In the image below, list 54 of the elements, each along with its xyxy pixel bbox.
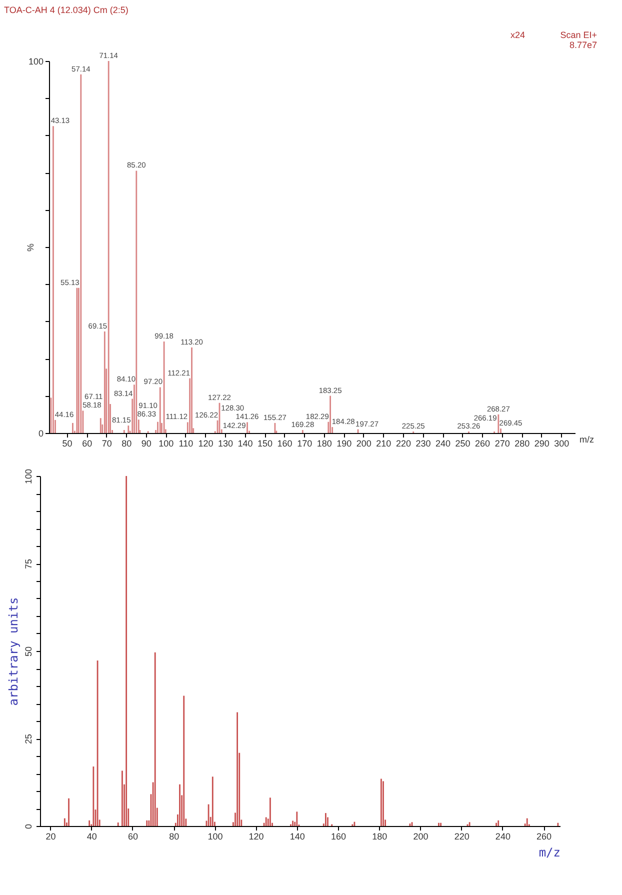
x-tick-label: 70 — [102, 438, 112, 448]
y-tick-label: 100 — [28, 56, 44, 66]
x-tick-label: 300 — [554, 438, 570, 448]
x-tick-label: 120 — [248, 832, 264, 842]
x-axis-title: m/z — [538, 846, 560, 860]
y-tick-label: 75 — [24, 558, 34, 570]
text: x24 — [510, 30, 525, 40]
x-axis-title: m/z — [580, 434, 594, 444]
x-tick-label: 260 — [536, 832, 552, 842]
x-tick-label: 40 — [86, 832, 97, 842]
x-tick-label: 180 — [372, 832, 388, 842]
x-tick-label: 230 — [416, 438, 431, 448]
y-tick-label: 0 — [38, 428, 44, 438]
x-tick-label: 100 — [158, 438, 174, 448]
x-tick-label: 280 — [514, 438, 530, 448]
x-tick-label: 120 — [198, 438, 214, 448]
x-tick-label: 190 — [336, 438, 352, 448]
x-tick-label: 160 — [277, 438, 292, 448]
x-tick-label: 260 — [475, 438, 490, 448]
y-tick-label: 100 — [24, 468, 34, 484]
x-tick-label: 60 — [82, 438, 92, 448]
x-tick-label: 50 — [62, 438, 72, 448]
x-tick-label: 200 — [413, 832, 428, 842]
x-tick-label: 140 — [290, 832, 305, 842]
x-tick-label: 220 — [454, 832, 470, 842]
x-tick-label: 150 — [258, 438, 273, 448]
x-tick-label: 60 — [128, 832, 138, 842]
x-tick-label: 220 — [396, 438, 411, 448]
x-tick-label: 290 — [534, 438, 550, 448]
x-tick-label: 80 — [169, 832, 180, 842]
x-tick-label: 90 — [141, 438, 152, 448]
y-axis-title: arbitrary units — [6, 597, 20, 706]
y-tick-label: 25 — [24, 734, 34, 744]
x-tick-label: 240 — [495, 832, 510, 842]
y-tick-label: 50 — [24, 646, 34, 657]
x-tick-label: 200 — [356, 438, 372, 448]
chart-title: TOA-C-AH 4 (12.034) Cm (2:5) — [4, 5, 128, 15]
text: 8.77e7 — [569, 40, 597, 50]
x-tick-label: 210 — [376, 438, 392, 448]
y-tick-label: 0 — [24, 824, 34, 830]
x-tick-label: 250 — [455, 438, 470, 448]
text: Scan EI+ — [560, 30, 597, 40]
x-tick-label: 100 — [208, 832, 223, 842]
x-tick-label: 160 — [331, 832, 346, 842]
x-tick-label: 180 — [316, 438, 332, 448]
x-tick-label: 110 — [178, 438, 194, 448]
x-tick-label: 270 — [494, 438, 510, 448]
x-tick-label: 170 — [297, 438, 312, 448]
x-tick-label: 240 — [435, 438, 451, 448]
x-tick-label: 130 — [218, 438, 234, 448]
x-tick-label: 20 — [46, 832, 56, 842]
x-tick-label: 140 — [238, 438, 253, 448]
y-axis-title: % — [26, 243, 36, 252]
x-tick-label: 80 — [122, 438, 132, 448]
